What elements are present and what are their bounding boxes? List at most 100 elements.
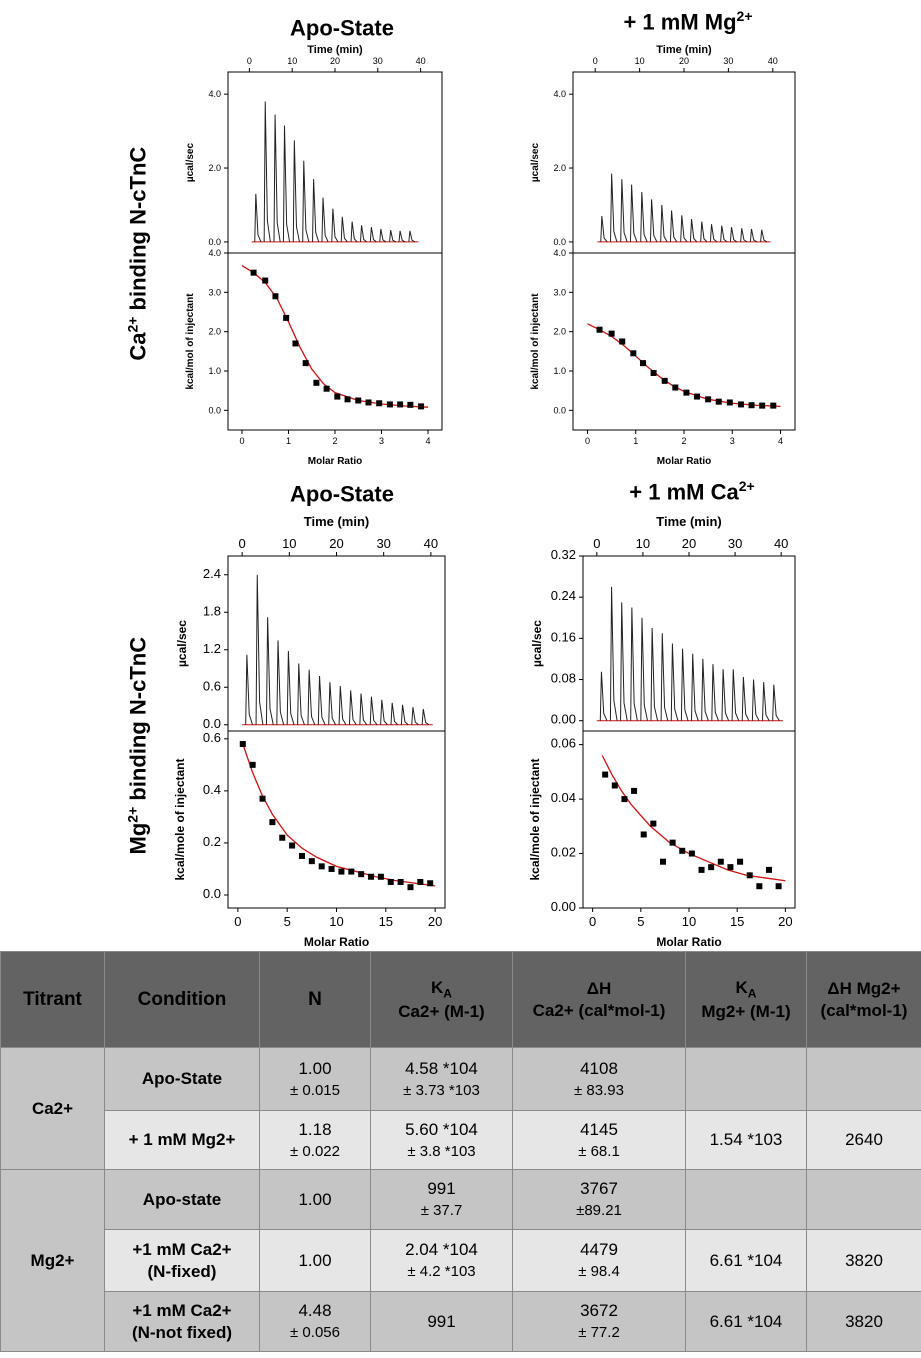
injection-peak	[408, 230, 416, 243]
data-point	[611, 782, 618, 789]
raw-y-axis-title: µcal/sec	[530, 620, 544, 667]
ratio-axis-title: Molar Ratio	[304, 935, 369, 949]
cell-condition-text: +1 mM Ca2+	[132, 1240, 232, 1260]
data-point	[269, 819, 276, 826]
injection-peak	[380, 699, 388, 726]
data-point	[630, 350, 637, 357]
header-ka-ca-line2: Ca2+ (M-1)	[398, 1002, 485, 1022]
fit-curve	[601, 755, 786, 882]
header-titrant: Titrant	[0, 951, 105, 1048]
data-point	[308, 858, 315, 865]
data-point	[640, 831, 647, 838]
header-ka-mg-line2: Mg2+ (M-1)	[701, 1002, 791, 1022]
cell-ka-ca-value: 4.58 *104	[405, 1058, 478, 1078]
data-point	[726, 399, 733, 406]
injection-peak	[721, 669, 730, 721]
cell-dh-ca: 3767 ±89.21	[512, 1169, 686, 1230]
raw-y-tick-label: 0.0	[553, 237, 566, 247]
cell-condition: Apo-State	[104, 1047, 260, 1111]
time-tick-label: 40	[774, 536, 788, 551]
injection-peak	[640, 192, 648, 243]
time-axis-title: Time (min)	[656, 514, 722, 529]
data-point	[386, 401, 393, 408]
injection-peak	[640, 617, 649, 721]
cell-n-value: 1.18	[298, 1119, 332, 1139]
injection-peak	[680, 215, 688, 243]
data-point	[717, 858, 724, 865]
cell-n-value: 1.00	[298, 1250, 332, 1270]
raw-y-tick-label: 0.00	[551, 712, 576, 727]
injection-peak	[649, 199, 658, 243]
table-row: +1 mM Ca2+ (N-not fixed) 4.48 ± 0.056 991 …	[1, 1291, 921, 1352]
injection-peak	[751, 679, 760, 721]
ratio-tick-label: 10	[682, 914, 696, 929]
cell-dh-ca-err: ± 83.93	[574, 1081, 624, 1099]
cell-ka-mg: 6.61 *104	[685, 1291, 807, 1352]
injection-peak	[691, 653, 699, 721]
ratio-axis-title: Molar Ratio	[308, 456, 362, 467]
time-tick-label: 30	[376, 536, 390, 551]
cell-n: 1.00	[259, 1229, 371, 1292]
fit-y-tick-label: 4.0	[553, 248, 566, 258]
fit-y-axis-title: kcal/mol of injectant	[185, 293, 196, 390]
cell-n: 1.18 ± 0.022	[259, 1110, 371, 1170]
data-point	[289, 842, 296, 849]
injection-peak	[620, 179, 628, 243]
injection-peak	[312, 179, 320, 243]
injection-peak	[321, 197, 329, 243]
injection-peak	[307, 669, 316, 725]
data-point	[334, 393, 341, 400]
cell-n-err: ± 0.015	[290, 1081, 340, 1099]
cell-ka-ca-err: ± 3.73 *103	[403, 1081, 480, 1099]
raw-y-tick-label: 4.0	[208, 89, 221, 99]
injection-peak	[630, 607, 638, 721]
ratio-tick-label: 0	[234, 914, 241, 929]
cell-dh-ca-value: 3767	[580, 1179, 618, 1198]
data-point	[328, 865, 335, 872]
data-point	[377, 873, 384, 880]
data-point	[358, 871, 365, 878]
data-point	[397, 878, 404, 885]
injection-peak	[359, 225, 367, 243]
ratio-tick-label: 1	[633, 436, 638, 446]
time-tick-label: 30	[728, 536, 742, 551]
cell-dh-mg: 2640	[806, 1110, 921, 1170]
cell-n-err: ± 0.022	[290, 1142, 340, 1160]
data-point	[298, 852, 305, 859]
injection-peak	[599, 671, 608, 721]
ratio-tick-label: 0	[585, 436, 590, 446]
cell-dh-mg: 3820	[806, 1229, 921, 1292]
time-tick-label: 10	[636, 536, 650, 551]
data-point	[272, 293, 279, 300]
cell-n-value: 1.00	[298, 1189, 332, 1209]
cell-ka-ca: 5.60 *104 ± 3.8 *103	[370, 1110, 513, 1170]
injection-peak	[610, 173, 618, 243]
cell-condition-text: + 1 mM Mg2+	[128, 1130, 236, 1150]
injection-peak	[670, 643, 679, 721]
injection-peak	[740, 228, 748, 243]
ratio-tick-label: 3	[379, 436, 384, 446]
injection-peak	[411, 707, 419, 726]
raw-y-tick-label: 0.0	[203, 716, 221, 731]
injection-peak	[379, 228, 387, 243]
cell-dh-mg: 3820	[806, 1291, 921, 1352]
cell-ka-mg	[685, 1047, 807, 1111]
cell-dh-mg	[806, 1047, 921, 1111]
injection-peak	[282, 125, 291, 243]
table-header-row: Titrant Condition N KA Ca2+ (M-1) ΔH Ca2+ …	[0, 951, 921, 1048]
data-point	[659, 858, 666, 865]
injection-peak	[245, 654, 254, 725]
ratio-tick-label: 5	[637, 914, 644, 929]
raw-y-tick-label: 4.0	[553, 89, 566, 99]
injection-peak	[255, 574, 264, 725]
ratio-tick-label: 5	[284, 914, 291, 929]
raw-y-tick-label: 0.24	[551, 588, 576, 603]
raw-plot-frame	[227, 555, 446, 732]
injection-peak	[711, 664, 719, 721]
header-dh-ca-main: ΔH	[586, 979, 612, 999]
cell-dh-ca-err: ± 68.1	[578, 1142, 620, 1160]
cell-dh-ca-err: ± 98.4	[578, 1263, 620, 1281]
panel-title-1-main: Apo-State	[290, 15, 394, 41]
data-point	[698, 866, 705, 873]
